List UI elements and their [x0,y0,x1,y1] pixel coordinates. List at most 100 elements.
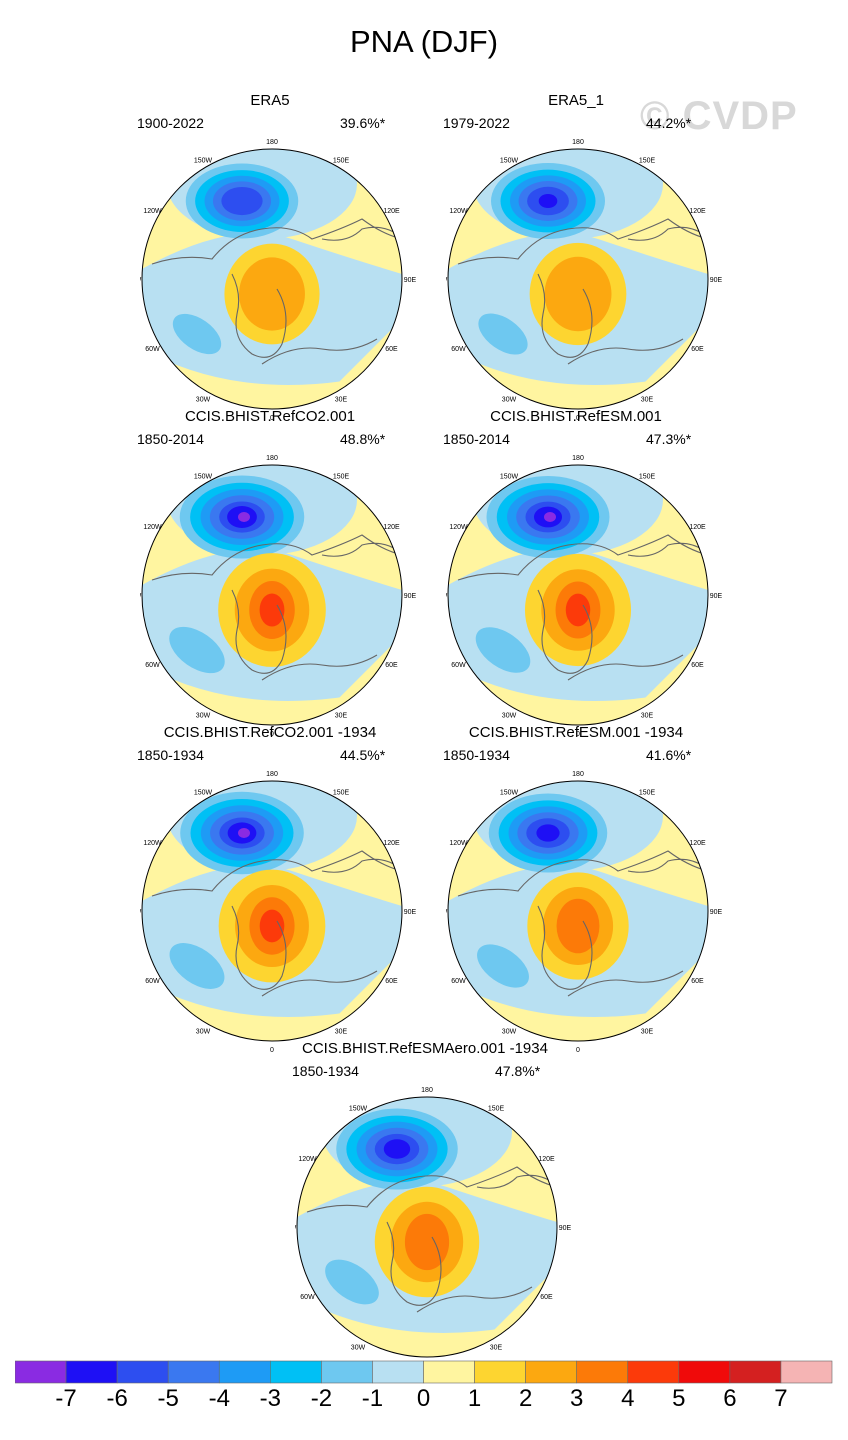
contour-low [538,193,558,209]
lon-label: 150W [194,789,213,796]
lon-label: 150E [333,789,350,796]
coastline [151,218,402,365]
lon-label: 0 [576,415,580,422]
lon-label: 150E [333,157,350,164]
lon-label: 0 [576,731,580,738]
colorbar-tick-label: 4 [621,1385,635,1412]
colorbar-box [525,1360,577,1384]
panel-explained-variance: 39.6%* [340,115,386,131]
lon-label: 150E [333,473,350,480]
lon-label: 150W [500,473,519,480]
lon-label: 120E [689,208,706,215]
polar-map: 180150E120E90E60E30E030W60W90W120W150W [140,771,417,1054]
lon-label: 120W [449,208,468,215]
lon-label: 150W [500,789,519,796]
lon-label: 120E [383,840,400,847]
polar-map: 180150E120E90E60E30E030W60W90W120W150W [295,1087,572,1370]
colorbar-tick-label: 5 [672,1385,686,1412]
lon-label: 30W [196,1029,211,1036]
contour-low [325,1259,379,1305]
map-panel: ERA5_1 1979-2022 44.2%* 180 150E 120E 90E 60E 30… [443,92,746,422]
lon-label: 120E [689,840,706,847]
colorbar-tick-label: -7 [55,1385,77,1412]
lon-label: 120W [449,840,468,847]
lon-label: 120W [449,524,468,531]
map-boundary [141,780,403,1042]
watermark: © CVDP [640,94,798,138]
colorbar-tick-label: -2 [310,1385,333,1412]
contour-high [556,898,600,954]
lon-label: 90E [559,1225,572,1232]
coastline [151,850,402,997]
panel-explained-variance: 44.5%* [340,747,386,763]
lon-label: 120E [689,524,706,531]
contour-high [544,256,612,332]
lon-label: 120W [298,1156,317,1163]
colorbar-tick-label: 7 [774,1385,788,1412]
lon-label: 180 [266,139,278,146]
contour-low [221,186,263,216]
contour-low [169,943,225,989]
colorbar-tick-label: -1 [361,1385,384,1412]
lon-label: 0 [576,1047,580,1054]
panel-title: ERA5 [250,92,290,109]
lon-label: 30E [641,713,654,720]
coastline [457,534,708,681]
lon-label: 90W [446,277,448,284]
lon-label: 90E [404,277,417,284]
colorbar-box [270,1360,322,1384]
lon-label: 150W [349,1105,368,1112]
panel-years: 1850-1934 [292,1063,359,1079]
contour-high [565,593,591,627]
panel-years: 1850-1934 [443,747,510,763]
polar-map: 180150E120E90E60E30E030W60W90W120W150W [446,139,723,422]
lon-label: 90E [710,593,723,600]
lon-label: 60E [385,346,398,353]
panel-years: 1850-2014 [443,431,510,447]
lon-label: 60E [540,1294,553,1301]
lon-label: 150E [639,473,656,480]
lon-label: 120W [143,840,162,847]
colorbar-tick-label: -3 [259,1385,281,1412]
colorbar-box [576,1360,629,1384]
lon-label: 30W [196,713,211,720]
polar-map: 180150E120E90E60E30E030W60W90W120W150W [140,455,417,738]
colorbar-svg [14,1360,833,1384]
panel-title: CCIS.BHIST.RefESM.001 [490,408,662,425]
lon-label: 120W [143,208,162,215]
lon-label: 30W [502,397,517,404]
lon-label: 90E [710,277,723,284]
panel-title: CCIS.BHIST.RefESM.001 -1934 [468,724,684,741]
lon-label: 30E [490,1345,503,1352]
lon-label: 90W [446,909,448,916]
panel-explained-variance: 47.8%* [495,1063,541,1079]
lon-label: 60E [385,662,398,669]
contour-low [169,626,225,674]
contour-high [404,1213,450,1271]
lon-label: 120E [538,1156,555,1163]
colorbar [14,1360,835,1391]
lon-label: 60E [691,978,704,985]
lon-label: 60W [300,1294,315,1301]
lon-label: 30W [351,1345,366,1352]
colorbar-box [372,1360,424,1384]
lon-label: 30E [641,1029,654,1036]
colorbar-box [729,1360,782,1384]
figure-title: PNA (DJF) [349,24,499,59]
lon-label: 120E [383,208,400,215]
colorbar-box [116,1360,169,1384]
map-panel: CCIS.BHIST.RefCO2.001 -1934 1850-1934 44.5… [137,724,440,1054]
contour-low [478,313,528,355]
map-boundary [296,1096,558,1358]
polar-map: 180150E120E90E60E30E030W60W90W120W150W [446,771,723,1054]
lon-label: 90W [140,277,142,284]
map-panel: ERA5 1900-2022 39.6%* 180 150E 120E 90E 60E 30E 0… [137,92,440,422]
colorbar-tick-label: 2 [518,1385,533,1412]
lon-label: 0 [270,731,274,738]
lon-label: 90E [404,593,417,600]
panel-years: 1979-2022 [443,115,510,131]
contour-low [383,1139,411,1159]
panel-title: CCIS.BHIST.RefESMAero.001 -1934 [302,1040,548,1057]
map-panel: CCIS.BHIST.RefESMAero.001 -1934 1850-1934… [292,1040,595,1370]
lon-label: 180 [572,455,584,462]
